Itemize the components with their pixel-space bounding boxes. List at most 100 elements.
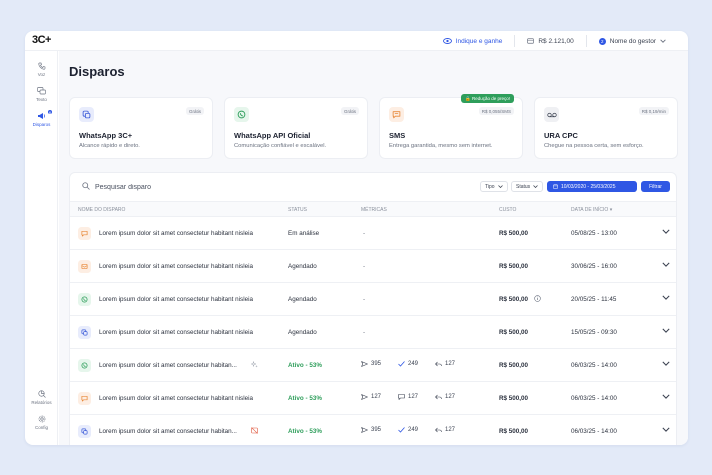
table-row[interactable]: Lorem ipsum dolor sit amet consectetur h… xyxy=(70,217,676,250)
chevron-down-icon[interactable] xyxy=(662,328,670,333)
sparkle-icon[interactable] xyxy=(251,361,258,368)
date-range-value: 10/03/2020 - 25/03/2025 xyxy=(561,183,616,190)
row-status: Agendado xyxy=(288,296,317,303)
chevron-down-icon xyxy=(660,39,666,43)
table-header: NOME DO DISPARO STATUS MÉTRICAS CUSTO DA… xyxy=(70,201,676,217)
metric-value: 127 xyxy=(445,361,456,367)
refer-label: Indique e ganhe xyxy=(455,37,503,45)
status-select[interactable]: Status xyxy=(511,181,544,192)
metric-value: 127 xyxy=(371,394,382,400)
row-status: Agendado xyxy=(288,329,317,336)
search-icon xyxy=(82,182,90,190)
chat-icon xyxy=(37,87,46,95)
top-bar: 3C+ Indique e ganhe R$ 2.121,00 2 Nome d… xyxy=(25,31,688,51)
status-select-label: Status xyxy=(516,183,531,190)
chevron-down-icon[interactable] xyxy=(662,427,670,432)
chevron-down-icon[interactable] xyxy=(662,361,670,366)
sidebar-item-disparos[interactable]: 6 Disparos xyxy=(25,109,58,127)
sms-icon xyxy=(389,107,404,122)
sidebar-item-config[interactable]: Config xyxy=(25,415,58,430)
reply-icon xyxy=(435,394,442,400)
card-desc: Comunicação confiável e escalável. xyxy=(234,143,327,149)
table-row[interactable]: Lorem ipsum dolor sit amet consectetur h… xyxy=(70,250,676,283)
table-row[interactable]: Lorem ipsum dolor sit amet consectetur h… xyxy=(70,349,676,382)
search-input[interactable] xyxy=(95,180,295,194)
main-content: Disparos Grátis WhatsApp 3C+ Alcance ráp… xyxy=(59,51,688,445)
promo-label: Redução de preço! xyxy=(471,95,510,101)
no-image-icon[interactable] xyxy=(251,427,258,434)
chevron-down-icon xyxy=(533,185,538,188)
refer-button[interactable]: Indique e ganhe xyxy=(431,35,515,47)
table-row[interactable]: Lorem ipsum dolor sit amet consectetur h… xyxy=(70,382,676,415)
card-title: WhatsApp API Oficial xyxy=(234,131,311,140)
card-whatsapp-api[interactable]: Grátis WhatsApp API Oficial Comunicação … xyxy=(224,97,368,159)
voicemail-icon xyxy=(544,107,559,122)
filter-button[interactable]: Filtrar xyxy=(641,181,670,192)
row-cost: R$ 500,00 xyxy=(499,263,529,270)
row-metrics: - xyxy=(363,263,366,270)
logo[interactable]: 3C+ xyxy=(32,34,52,46)
metric-value: 249 xyxy=(408,427,419,433)
card-ura-cpc[interactable]: R$ 0,19/min URA CPC Chegue na pessoa cer… xyxy=(534,97,678,159)
eye-icon xyxy=(442,38,452,44)
sidebar-item-label: Relatórios xyxy=(31,400,52,405)
report-icon xyxy=(37,390,46,398)
whatsapp-icon xyxy=(78,293,91,306)
check-icon xyxy=(398,427,405,433)
row-metrics: 395 249 127 xyxy=(361,361,472,367)
metric-sent: 395 xyxy=(361,427,398,433)
chevron-down-icon xyxy=(497,185,503,188)
sidebar-item-relatorios[interactable]: Relatórios xyxy=(25,390,58,405)
metric-value: 127 xyxy=(445,394,456,400)
promo-badge: 🔒 Redução de preço! xyxy=(461,94,514,103)
whatsapp-icon xyxy=(234,107,249,122)
gear-icon xyxy=(38,415,45,423)
metric-sent: 127 xyxy=(361,394,398,400)
email-icon xyxy=(78,260,91,273)
user-name: Nome do gestor xyxy=(609,37,656,45)
date-range-picker[interactable]: 10/03/2020 - 25/03/2025 xyxy=(547,181,637,192)
channel-cards: Grátis WhatsApp 3C+ Alcance rápido e dir… xyxy=(69,94,678,159)
dispatch-table: Tipo Status 10/03/2020 - 25/03/2025 Filt… xyxy=(69,172,677,445)
row-name: Lorem ipsum dolor sit amet consectetur h… xyxy=(99,296,254,303)
whatsapp-3c-icon xyxy=(78,326,91,339)
row-cost: R$ 500,00 xyxy=(499,395,529,402)
chevron-down-icon[interactable] xyxy=(662,229,670,234)
header-name: NOME DO DISPARO xyxy=(78,207,126,213)
chevron-down-icon[interactable] xyxy=(662,262,670,267)
chevron-down-icon[interactable] xyxy=(662,394,670,399)
sidebar-item-label: Texto xyxy=(36,97,47,102)
type-select[interactable]: Tipo xyxy=(480,181,508,192)
balance[interactable]: R$ 2.121,00 xyxy=(514,35,585,47)
row-name: Lorem ipsum dolor sit amet consectetur h… xyxy=(99,263,254,270)
row-cost: R$ 500,00 xyxy=(499,428,529,435)
row-name: Lorem ipsum dolor sit amet consectetur h… xyxy=(99,362,237,369)
row-date: 20/05/25 - 11:45 xyxy=(571,296,617,303)
row-date: 06/03/25 - 14:00 xyxy=(571,395,617,402)
send-icon xyxy=(361,394,368,400)
table-row[interactable]: Lorem ipsum dolor sit amet consectetur h… xyxy=(70,415,676,445)
header-metrics: MÉTRICAS xyxy=(361,207,387,213)
card-price: R$ 0,055/SMS xyxy=(478,107,514,115)
row-metrics: - xyxy=(363,230,366,237)
table-row[interactable]: Lorem ipsum dolor sit amet consectetur h… xyxy=(70,283,676,316)
row-status: Ativo - 53% xyxy=(288,428,322,435)
row-status: Em análise xyxy=(288,230,320,237)
row-status: Ativo - 53% xyxy=(288,362,322,369)
card-title: WhatsApp 3C+ xyxy=(79,131,133,140)
sidebar-item-voz[interactable]: Voz xyxy=(25,62,58,77)
whatsapp-3c-icon xyxy=(78,425,91,438)
header-date[interactable]: DATA DE INÍCIO ▾ xyxy=(571,207,612,213)
sidebar-item-texto[interactable]: Texto xyxy=(25,87,58,102)
sidebar: Voz Texto 6 Disparos Relatórios Config xyxy=(25,51,58,445)
chevron-down-icon[interactable] xyxy=(662,295,670,300)
info-icon[interactable] xyxy=(534,295,541,302)
user-menu[interactable]: 2 Nome do gestor xyxy=(585,35,678,47)
header-cost: CUSTO xyxy=(499,207,517,213)
row-date: 06/03/25 - 14:00 xyxy=(571,428,617,435)
row-date: 05/08/25 - 13:00 xyxy=(571,230,617,237)
table-row[interactable]: Lorem ipsum dolor sit amet consectetur h… xyxy=(70,316,676,349)
card-sms[interactable]: 🔒 Redução de preço! R$ 0,055/SMS SMS Ent… xyxy=(379,94,523,159)
card-desc: Alcance rápido e direto. xyxy=(79,143,140,149)
card-whatsapp-3c[interactable]: Grátis WhatsApp 3C+ Alcance rápido e dir… xyxy=(69,97,213,159)
